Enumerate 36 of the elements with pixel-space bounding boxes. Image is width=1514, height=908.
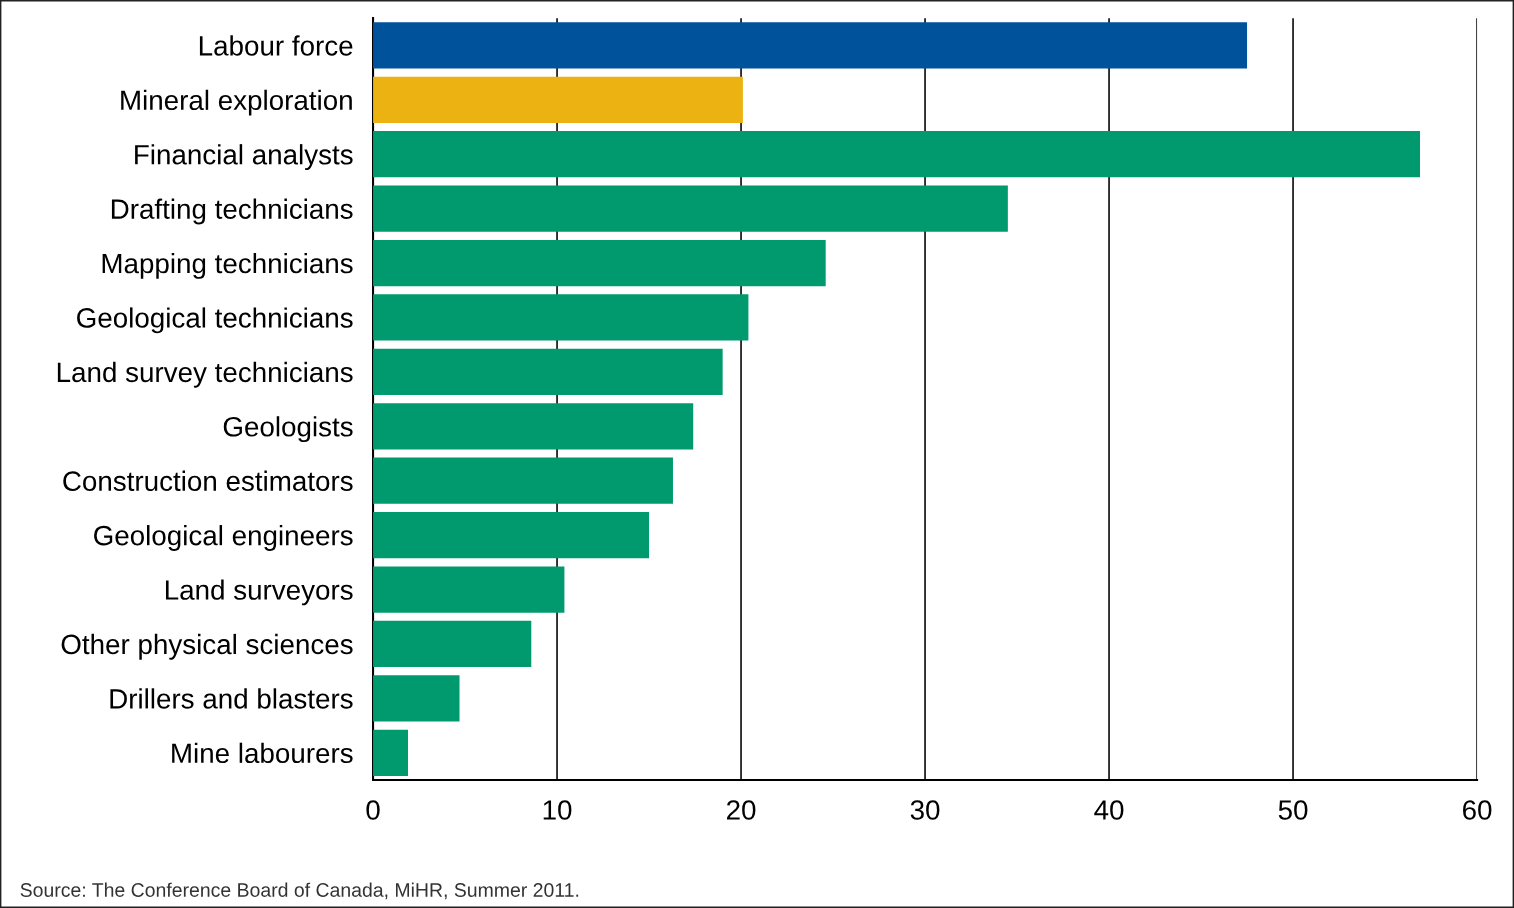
bar	[373, 566, 565, 613]
x-tick-label: 30	[910, 800, 940, 820]
bar	[373, 131, 1421, 178]
y-tick-label: Mine labourers	[172, 742, 353, 764]
bar	[373, 511, 650, 559]
y-tick-label: Financial analysts	[135, 144, 353, 171]
y-tick-label: Other physical sciences	[61, 633, 353, 660]
bar	[373, 729, 409, 776]
y-tick-label: Geologists	[223, 416, 353, 443]
y-tick-label: Drillers and blasters	[110, 688, 353, 709]
x-tick-label: 40	[1094, 800, 1124, 820]
y-tick-label: Land surveyors	[165, 579, 353, 606]
y-tick-label: Geological technicians	[77, 307, 353, 334]
source-note: Source: The Conference Board of Canada, MiHR, Summer 2011.	[20, 882, 579, 900]
y-tick-label: Mineral exploration	[121, 89, 352, 116]
x-tick-label: 60	[1463, 800, 1492, 820]
bar	[373, 185, 1008, 232]
bar	[373, 22, 1248, 69]
x-tick-label: 50	[1278, 800, 1308, 820]
y-tick-label: Land survey technicians	[57, 361, 353, 388]
x-tick-label: 0	[366, 800, 380, 820]
y-tick-label: Drafting technicians	[111, 198, 353, 225]
x-tick-label: 10	[543, 800, 572, 820]
y-tick-label: Construction estimators	[63, 470, 353, 492]
x-tick-label: 20	[727, 800, 756, 820]
bar	[373, 403, 694, 450]
y-tick-label: Mapping technicians	[102, 252, 353, 279]
bar	[373, 294, 749, 341]
y-tick-label: Geological engineers	[94, 525, 353, 551]
bar	[373, 675, 460, 722]
bar	[373, 620, 532, 668]
bar	[373, 348, 723, 395]
bar	[373, 457, 673, 504]
y-tick-label: Labour force	[199, 35, 353, 56]
bar	[373, 239, 826, 287]
bar	[373, 76, 743, 123]
